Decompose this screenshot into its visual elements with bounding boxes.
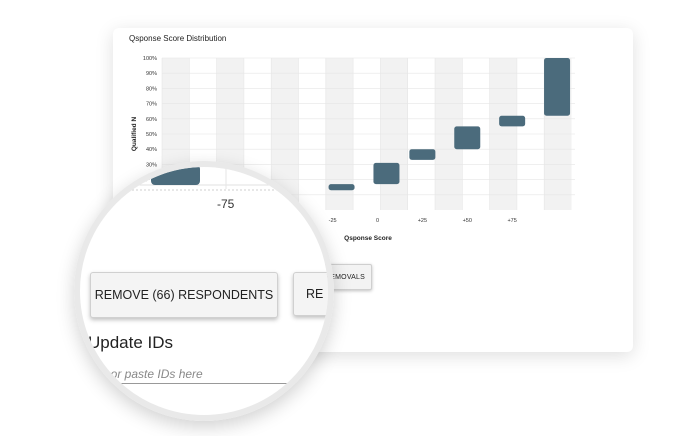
y-tick-label: 100% [143, 56, 157, 62]
y-tick-label: 60% [146, 117, 157, 123]
score-bar [328, 184, 355, 191]
score-bar [499, 115, 526, 127]
chart-title: Qsponse Score Distribution [129, 34, 227, 43]
x-axis-label: Qsponse Score [344, 235, 392, 242]
magnified-second-button[interactable]: RE [293, 272, 328, 316]
y-tick-label: 40% [146, 147, 157, 153]
magnified-chart [80, 167, 328, 191]
x-tick-label: +50 [463, 218, 472, 224]
x-tick-label: +75 [507, 218, 516, 224]
score-bar [454, 126, 481, 150]
y-tick-label: 80% [146, 86, 157, 92]
x-tick-label: +25 [418, 218, 427, 224]
x-tick-label: 0 [376, 218, 379, 224]
removals-button-label: E REMOVALS [318, 273, 365, 281]
y-tick-label: 90% [146, 71, 157, 77]
magnified-bar [151, 167, 200, 185]
x-tick-label: -25 [329, 218, 337, 224]
y-tick-label: 70% [146, 102, 157, 108]
magnified-tick-label: -75 [217, 197, 235, 211]
magnifier-lens: -75 REMOVE (66) RESPONDENTS RE Update ID… [80, 167, 328, 415]
score-bar [544, 58, 571, 116]
score-bar [409, 149, 436, 160]
update-ids-title: Update IDs [88, 333, 174, 352]
y-tick-label: 50% [146, 132, 157, 138]
magnified-second-label: RE [306, 287, 324, 301]
remove-respondents-label: REMOVE (66) RESPONDENTS [94, 288, 274, 302]
y-axis-label: Qualified N [131, 117, 138, 152]
remove-respondents-button[interactable]: REMOVE (66) RESPONDENTS [90, 272, 278, 318]
ids-input[interactable] [88, 365, 288, 384]
score-bar [373, 162, 400, 185]
chart-bars [328, 58, 571, 191]
